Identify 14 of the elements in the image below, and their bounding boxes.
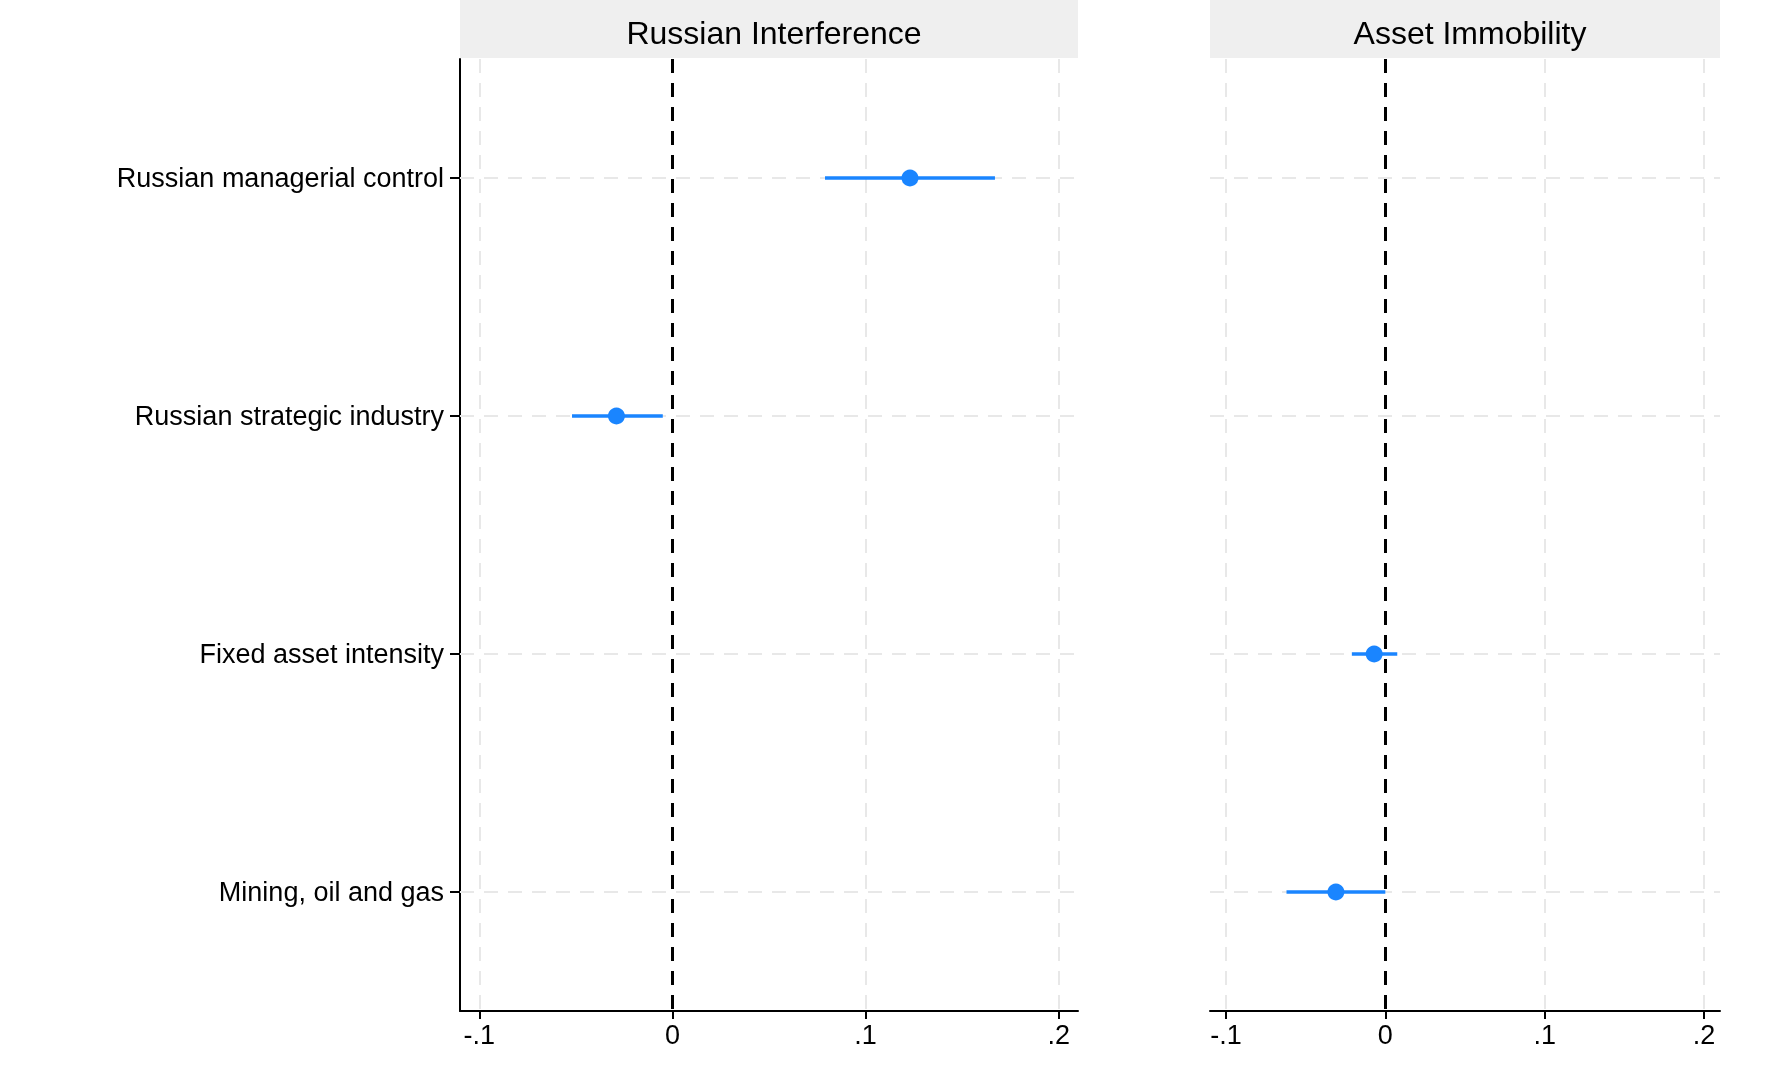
chart-title: Asset Immobility: [1353, 15, 1587, 51]
x-tick-label: 0: [664, 1019, 680, 1050]
x-tick-label: -.1: [463, 1019, 496, 1050]
y-tick-label: Fixed asset intensity: [199, 639, 445, 669]
x-tick-label: .1: [854, 1019, 877, 1050]
x-tick-label: .2: [1047, 1019, 1070, 1050]
chart-title: Russian Interference: [626, 15, 922, 51]
x-tick-label: .2: [1692, 1019, 1716, 1050]
x-tick-label: .1: [1533, 1019, 1556, 1050]
y-tick-label: Mining, oil and gas: [218, 877, 444, 907]
y-tick-label: Russian strategic industry: [134, 401, 445, 431]
y-tick-label: Russian managerial control: [116, 163, 444, 193]
x-tick-label: 0: [1377, 1019, 1393, 1050]
x-tick-label: -.1: [1210, 1019, 1242, 1050]
